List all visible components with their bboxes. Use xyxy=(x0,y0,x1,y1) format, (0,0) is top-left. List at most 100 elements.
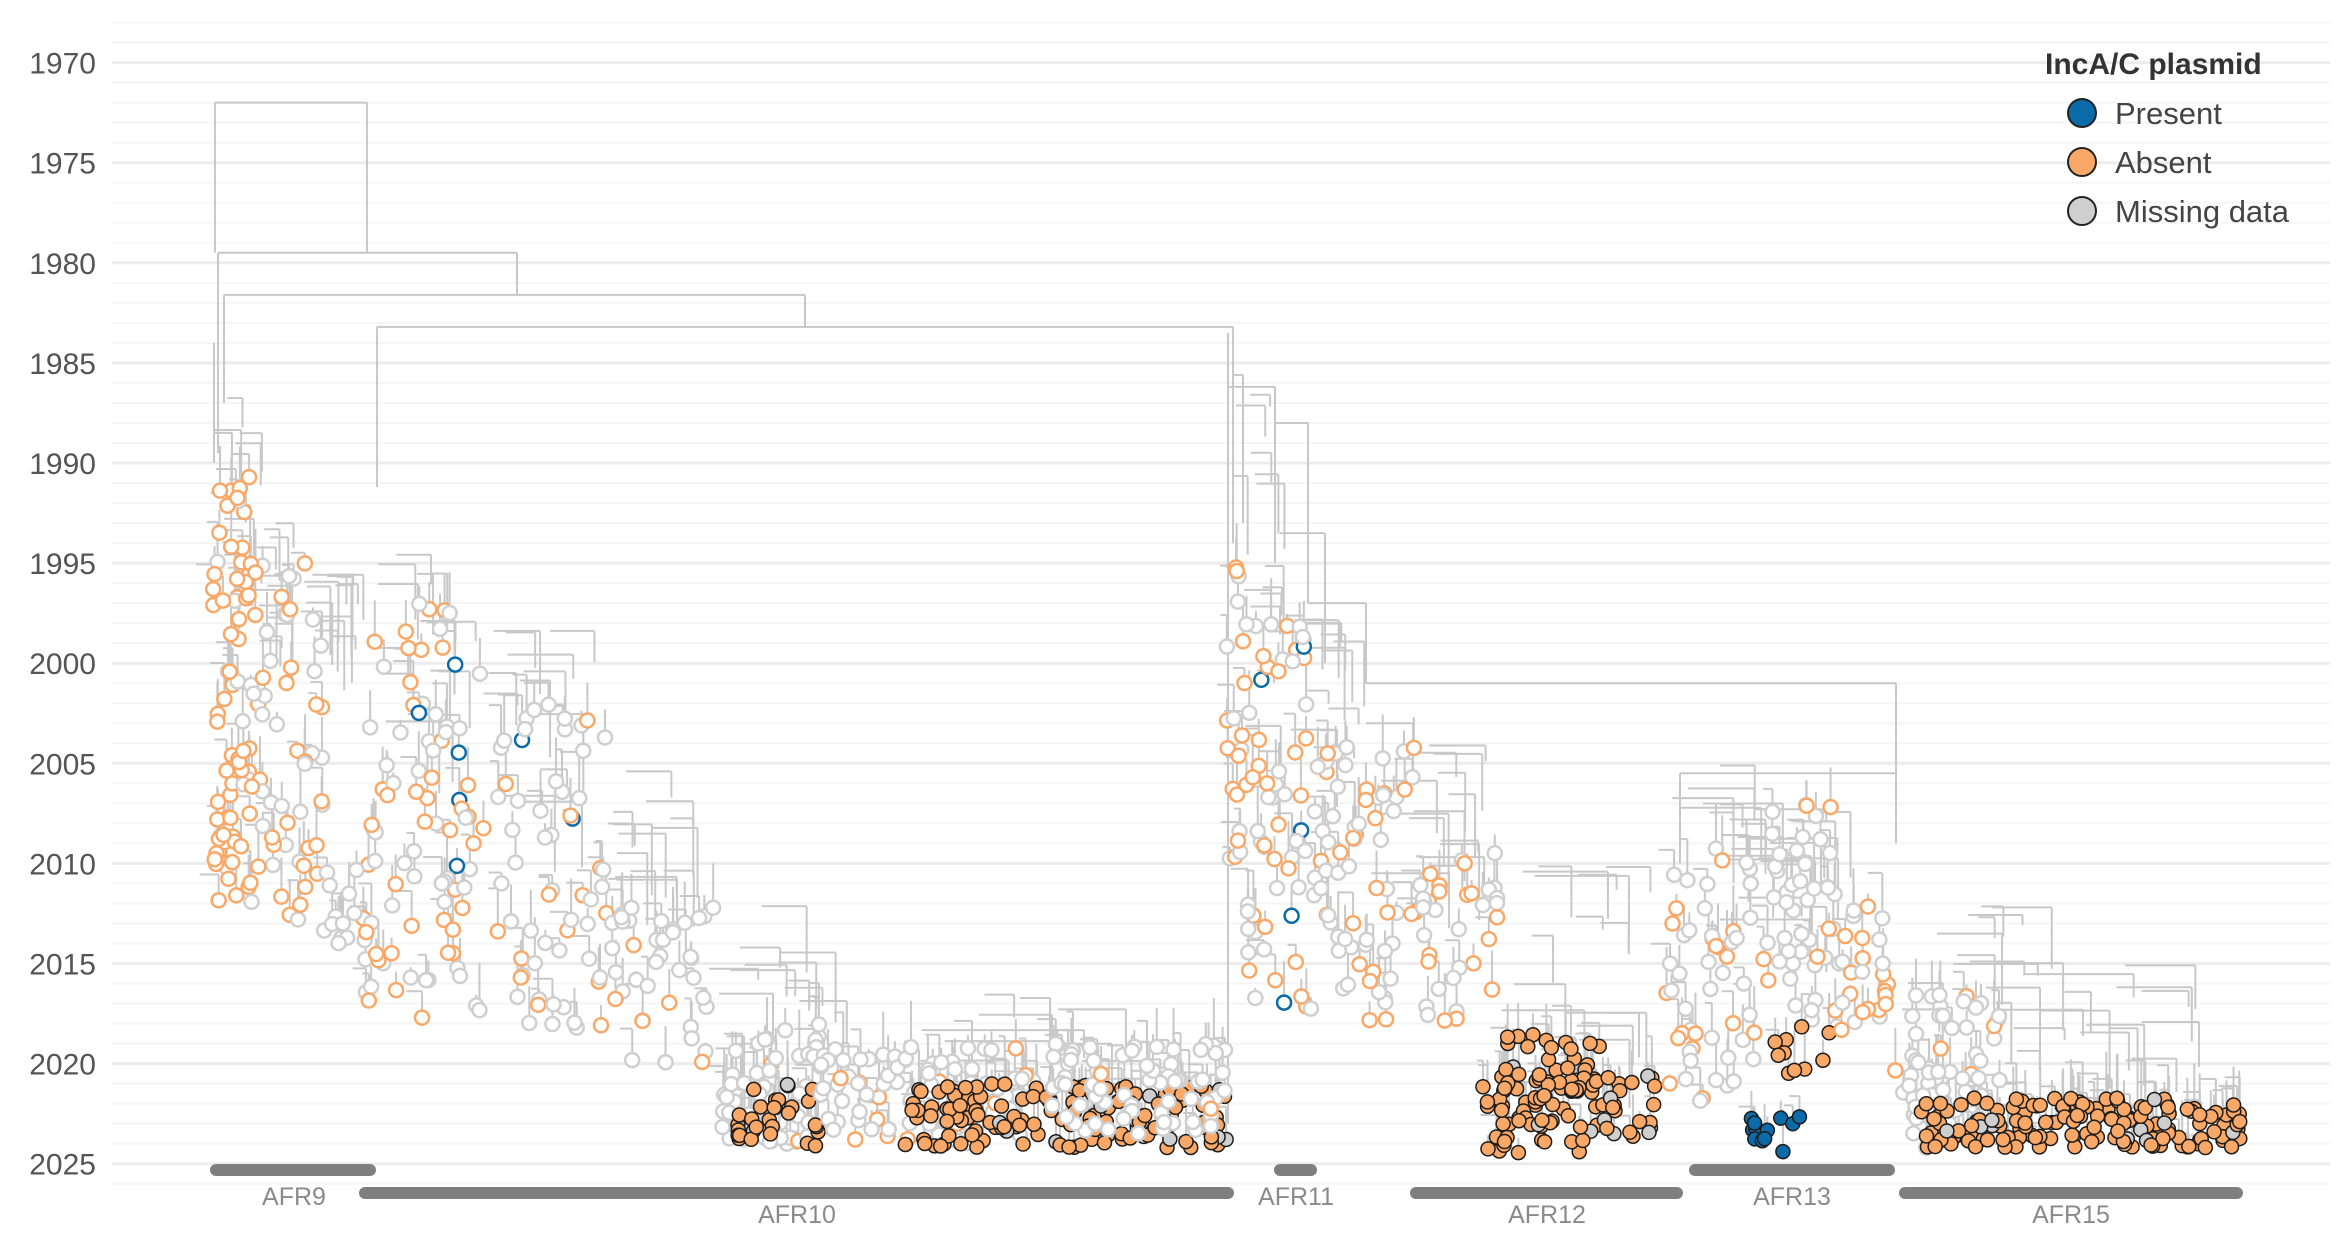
tip-point xyxy=(1812,831,1829,848)
legend-swatch-missing xyxy=(2067,196,2097,226)
tip-point xyxy=(334,915,352,932)
tip-point xyxy=(1907,1025,1925,1043)
tip-point xyxy=(1483,981,1501,998)
tip-point xyxy=(1309,758,1327,776)
tip-point xyxy=(704,899,722,916)
tip-point xyxy=(1324,808,1342,825)
tip-point xyxy=(1700,953,1717,971)
tip-point xyxy=(639,977,656,995)
tip-point xyxy=(1367,809,1384,827)
tip-point xyxy=(2143,1137,2159,1153)
y-tick-label: 1985 xyxy=(29,348,96,381)
tip-point xyxy=(312,637,330,654)
tip-point xyxy=(306,662,323,680)
tip-point xyxy=(1599,1120,1615,1137)
tip-point xyxy=(592,1017,610,1034)
tip-point xyxy=(1927,1138,1943,1155)
tip-point xyxy=(2064,1127,2080,1143)
tip-point xyxy=(1534,1112,1550,1128)
tip-point xyxy=(591,969,609,986)
tip-point xyxy=(475,819,492,837)
tip-point xyxy=(1332,844,1349,861)
tip-point xyxy=(1775,1143,1791,1160)
legend-swatch-absent xyxy=(2067,147,2097,177)
tip-point xyxy=(1991,1071,2008,1089)
tip-point xyxy=(625,936,642,954)
tip-point xyxy=(1788,842,1806,859)
tip-point xyxy=(230,610,248,628)
tip-point xyxy=(383,945,400,962)
tip-point xyxy=(235,742,252,760)
tip-point xyxy=(1703,1029,1721,1046)
tip-point xyxy=(2069,1107,2086,1124)
tip-point xyxy=(313,793,330,810)
tip-point xyxy=(532,802,549,820)
tip-point xyxy=(321,877,339,894)
tip-point xyxy=(1932,1095,1949,1112)
tip-point xyxy=(296,555,314,572)
tip-point xyxy=(1877,995,1895,1013)
tip-point xyxy=(297,878,314,896)
tip-point xyxy=(1966,1090,1983,1106)
tip-point xyxy=(776,1022,794,1039)
tip-point xyxy=(416,813,434,830)
tip-point xyxy=(562,807,579,824)
tip-point xyxy=(1182,1090,1200,1108)
tip-point xyxy=(2116,1101,2132,1118)
tip-point xyxy=(1344,829,1362,847)
tip-point xyxy=(1834,994,1851,1011)
tip-point xyxy=(1904,1007,1921,1025)
tip-point xyxy=(1702,980,1719,998)
tip-point xyxy=(1286,744,1304,761)
tip-point xyxy=(504,821,521,839)
tip-point xyxy=(1480,1141,1496,1157)
tip-point xyxy=(1255,941,1273,958)
tip-point xyxy=(457,809,474,826)
tip-point xyxy=(1926,1111,1942,1127)
tip-point xyxy=(358,923,375,941)
tip-point xyxy=(1255,647,1272,665)
tip-point xyxy=(1138,1057,1156,1075)
tip-point xyxy=(682,948,699,966)
tip-point xyxy=(685,969,702,986)
tip-point xyxy=(1798,797,1815,814)
tip-point xyxy=(540,696,557,713)
tip-point xyxy=(221,663,238,680)
tip-point xyxy=(410,762,428,780)
tip-point xyxy=(1874,955,1891,972)
tip-point xyxy=(1155,1113,1173,1131)
y-tick-label: 1995 xyxy=(29,548,96,581)
tip-point xyxy=(1165,1041,1182,1058)
tip-point xyxy=(1194,1071,1211,1088)
tip-point xyxy=(490,788,507,806)
tip-point xyxy=(1720,1049,1737,1066)
tip-point xyxy=(1011,1117,1028,1133)
tip-point xyxy=(880,1121,897,1138)
tip-point xyxy=(222,809,239,827)
tip-point xyxy=(1351,956,1368,973)
tip-point xyxy=(403,917,420,935)
tip-point xyxy=(2146,1091,2163,1108)
tip-point xyxy=(607,963,625,981)
tip-point xyxy=(444,921,462,938)
tip-point xyxy=(1202,1117,1220,1135)
tip-point xyxy=(243,893,260,911)
tip-point xyxy=(1682,1052,1699,1069)
tip-point xyxy=(396,854,413,872)
tip-point xyxy=(383,897,401,914)
tip-point xyxy=(1061,1139,1077,1155)
tip-point xyxy=(1045,1048,1062,1066)
tip-point xyxy=(254,706,271,723)
tip-point xyxy=(363,816,380,834)
tip-point xyxy=(1267,972,1284,989)
tip-point xyxy=(1499,1029,1516,1045)
tip-point xyxy=(537,934,554,952)
tip-point xyxy=(897,1136,914,1153)
clade-label: AFR12 xyxy=(1508,1201,1586,1229)
tip-point xyxy=(509,792,527,810)
tip-point xyxy=(2160,1099,2176,1116)
tip-point xyxy=(454,899,471,917)
tip-point xyxy=(2197,1139,2214,1156)
tip-point xyxy=(993,1098,1010,1114)
tip-point xyxy=(1714,964,1732,982)
